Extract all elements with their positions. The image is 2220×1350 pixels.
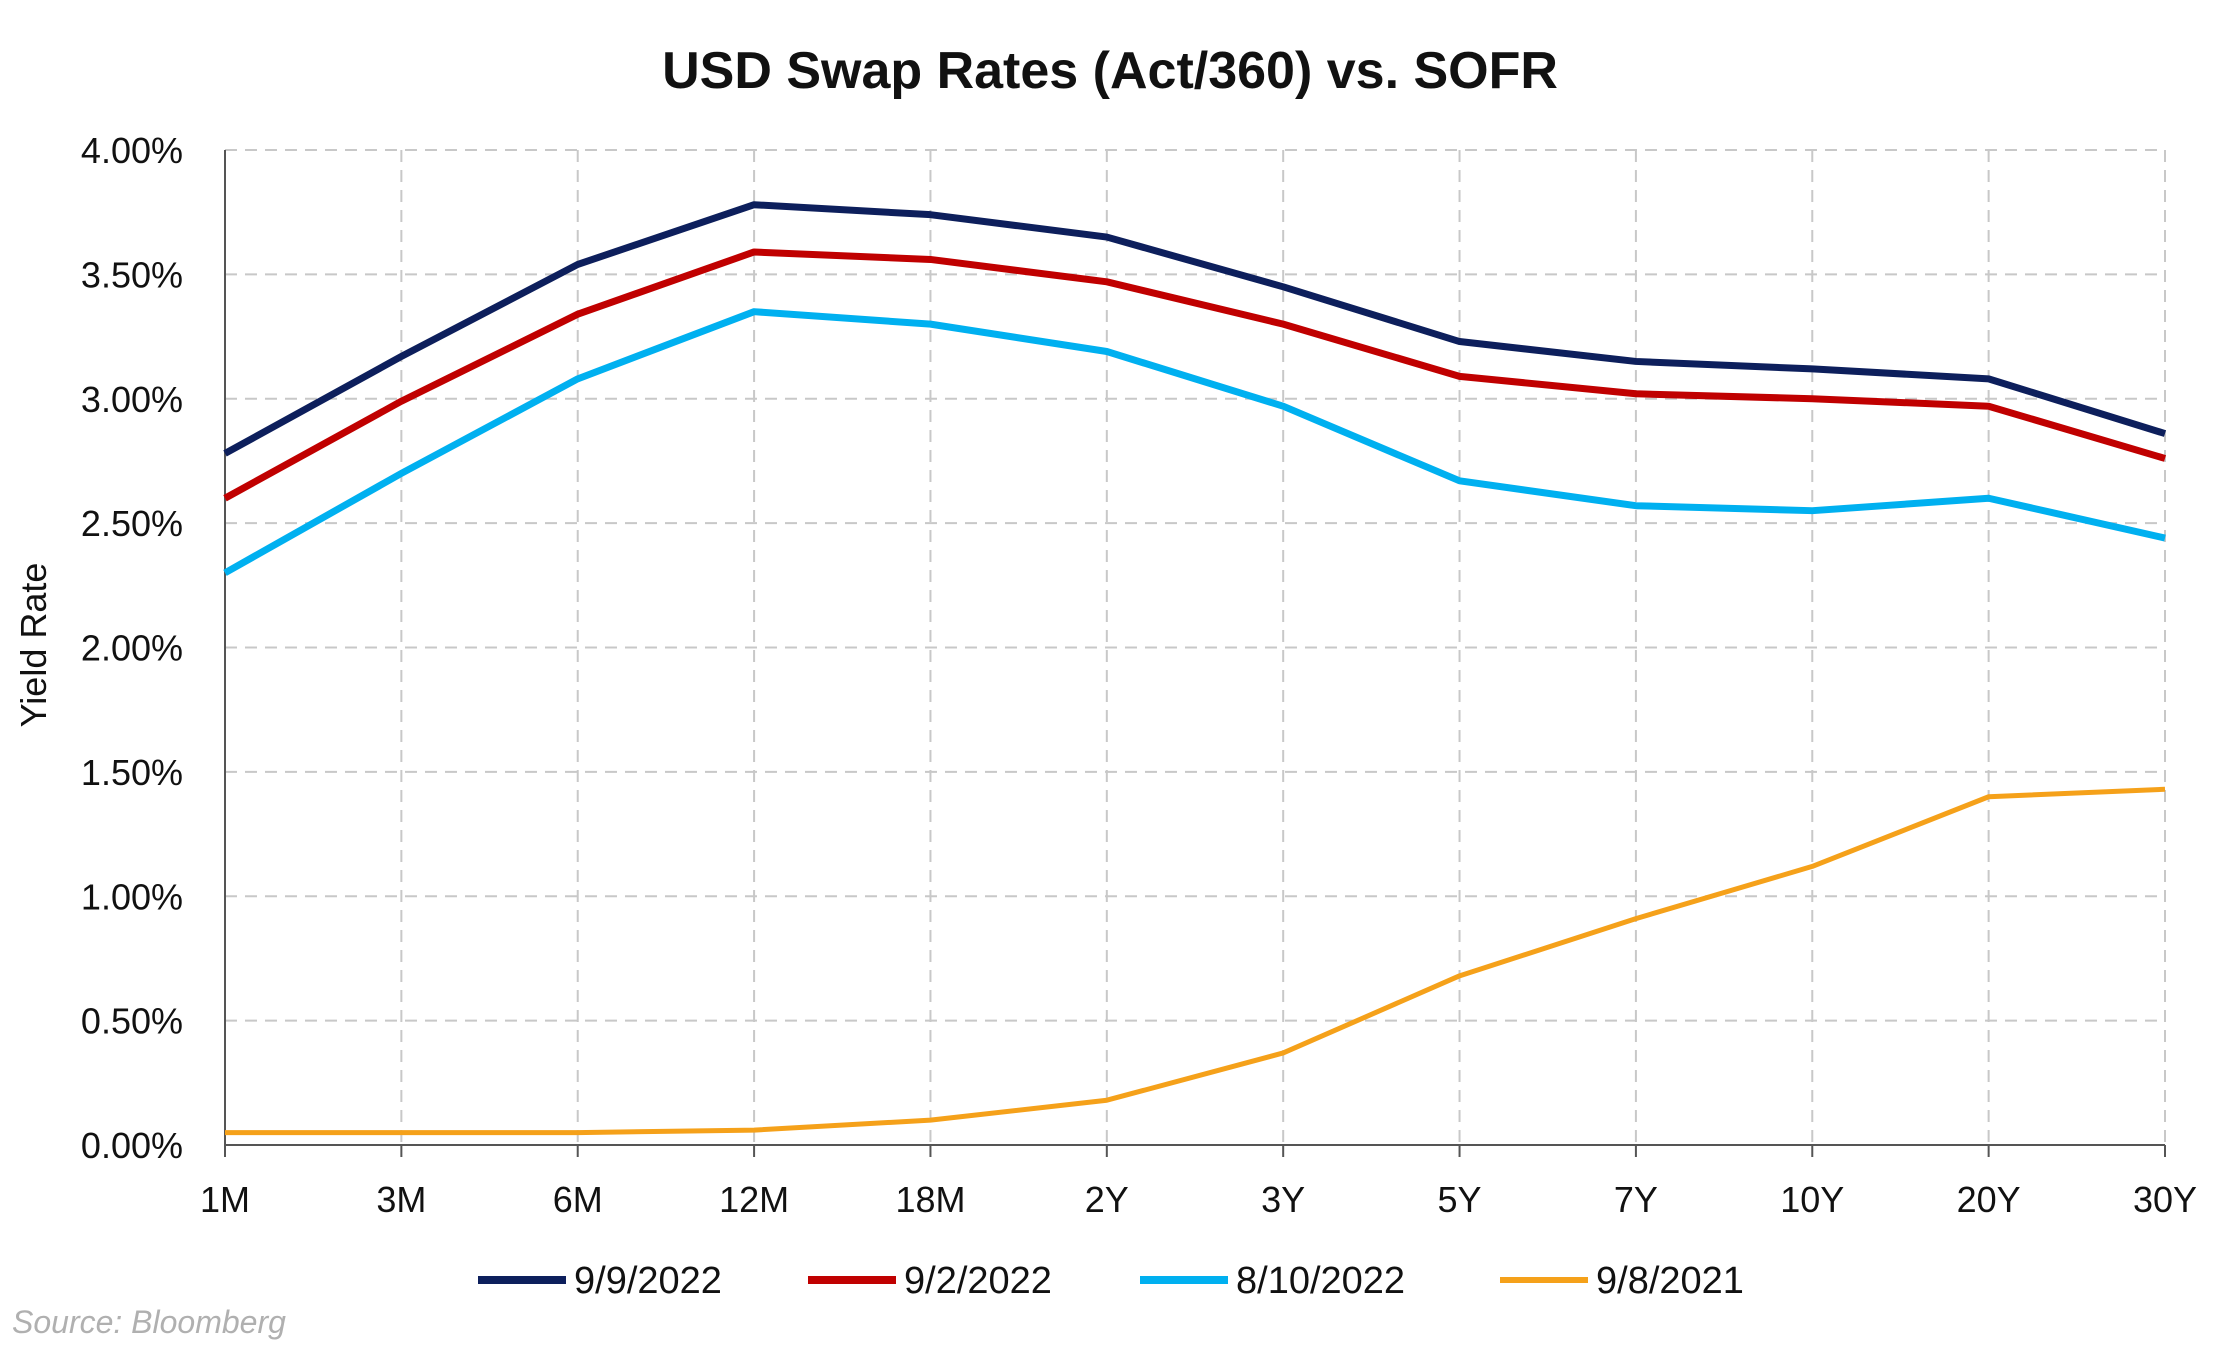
- legend-label-2: 8/10/2022: [1236, 1260, 1405, 1302]
- y-tick-label: 0.00%: [81, 1125, 183, 1166]
- x-tick-labels: 1M 3M 6M 12M 18M 2Y 3Y 5Y 7Y 10Y 20Y 30Y: [200, 1179, 2197, 1220]
- x-tick-label: 2Y: [1085, 1179, 1129, 1220]
- legend-label-1: 9/2/2022: [904, 1260, 1052, 1302]
- series-line-0: [223, 201, 2167, 457]
- x-tick-label: 20Y: [1957, 1179, 2021, 1220]
- series-line-2: [223, 308, 2166, 576]
- source-note: Source: Bloomberg: [12, 1304, 286, 1340]
- y-tick-label: 2.50%: [81, 503, 183, 544]
- y-tick-labels: 0.00% 0.50% 1.00% 1.50% 2.00% 2.50% 3.00% 3.50%…: [81, 130, 183, 1166]
- axes: [224, 150, 2166, 1157]
- x-tick-label: 5Y: [1438, 1179, 1482, 1220]
- x-tick-label: 7Y: [1614, 1179, 1658, 1220]
- gridlines: [225, 149, 2166, 1145]
- y-tick-label: 4.00%: [81, 130, 183, 171]
- y-tick-label: 3.50%: [81, 254, 183, 295]
- y-tick-label: 3.00%: [81, 379, 183, 420]
- y-tick-label: 0.50%: [81, 1001, 183, 1042]
- legend: 9/9/2022 9/2/2022 8/10/2022 9/8/2021: [478, 1260, 1744, 1302]
- y-tick-label: 1.00%: [81, 876, 183, 917]
- x-tick-label: 30Y: [2133, 1179, 2197, 1220]
- x-tick-label: 12M: [719, 1179, 789, 1220]
- x-tick-label: 3Y: [1261, 1179, 1305, 1220]
- legend-label-3: 9/8/2021: [1596, 1260, 1744, 1302]
- series-line-3: [225, 786, 2166, 1136]
- x-tick-label: 18M: [895, 1179, 965, 1220]
- y-axis-label: Yield Rate: [13, 563, 54, 728]
- chart-title: USD Swap Rates (Act/360) vs. SOFR: [662, 42, 1558, 100]
- y-tick-label: 1.50%: [81, 752, 183, 793]
- y-tick-label: 2.00%: [81, 628, 183, 669]
- x-tick-label: 10Y: [1780, 1179, 1844, 1220]
- x-tick-label: 6M: [553, 1179, 603, 1220]
- series-lines: [223, 201, 2167, 1136]
- x-tick-label: 1M: [200, 1179, 250, 1220]
- x-tick-label: 3M: [376, 1179, 426, 1220]
- series-line-1: [223, 248, 2166, 502]
- legend-label-0: 9/9/2022: [574, 1260, 722, 1302]
